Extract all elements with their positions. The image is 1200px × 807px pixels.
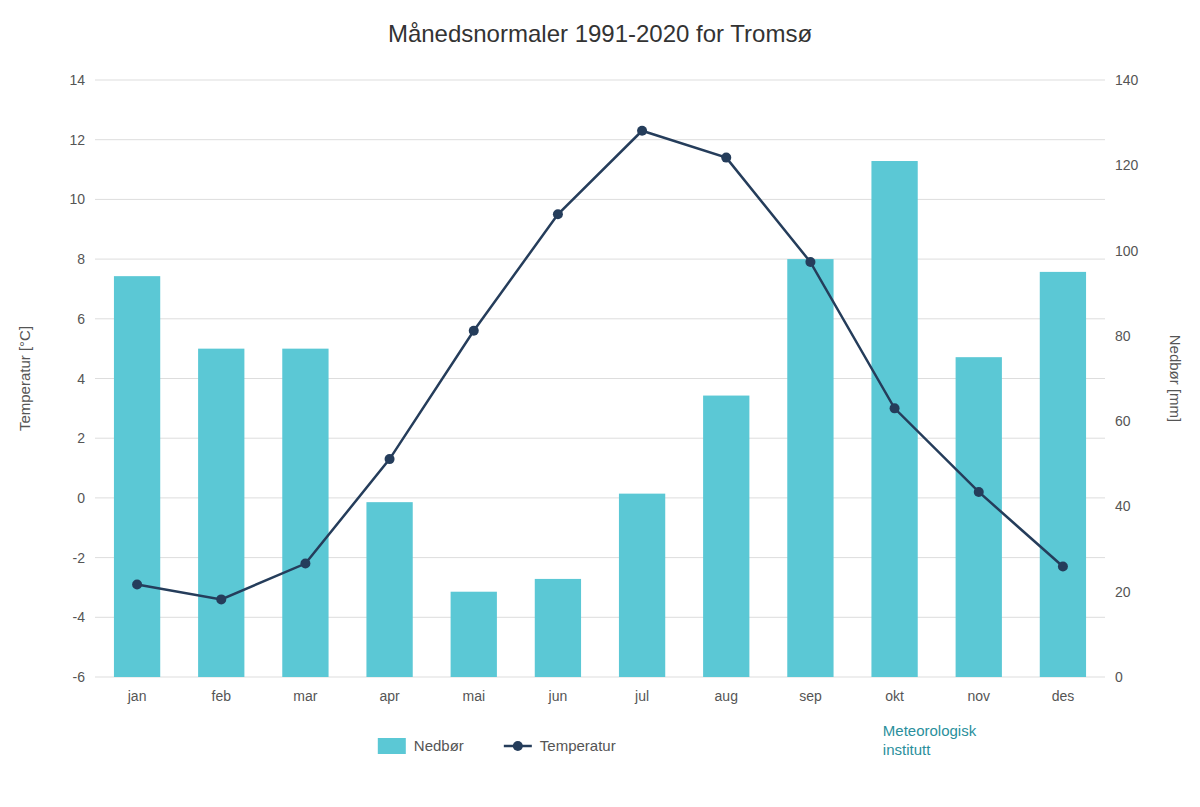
point (469, 326, 479, 336)
y2-tick-label: 80 (1115, 328, 1131, 344)
bar (114, 276, 160, 677)
y-axis-label: Temperatur [°C] (16, 326, 33, 431)
y-tick-label: 0 (77, 490, 85, 506)
point (805, 257, 815, 267)
legend-label: Nedbør (414, 737, 464, 754)
grid-line (95, 378, 1105, 379)
x-tick-label: jul (634, 688, 649, 704)
line (137, 131, 1063, 600)
grid-line (95, 677, 1105, 678)
point (637, 126, 647, 136)
point (216, 594, 226, 604)
point (385, 454, 395, 464)
y-tick-label: -2 (73, 550, 86, 566)
bar (703, 396, 749, 677)
point (974, 487, 984, 497)
y2-tick-label: 40 (1115, 498, 1131, 514)
grid-line (95, 438, 1105, 439)
grid-line (95, 318, 1105, 319)
legend-swatch (513, 741, 523, 751)
bar (366, 502, 412, 677)
grid-line (95, 557, 1105, 558)
point (553, 209, 563, 219)
x-tick-label: mar (293, 688, 317, 704)
x-tick-label: sep (799, 688, 822, 704)
x-tick-label: jan (127, 688, 147, 704)
y2-tick-label: 0 (1115, 669, 1123, 685)
point (300, 559, 310, 569)
y-tick-label: 2 (77, 430, 85, 446)
y-tick-label: 12 (69, 132, 85, 148)
grid-line (95, 617, 1105, 618)
bar (282, 349, 328, 677)
bar (956, 357, 1002, 677)
bar (198, 349, 244, 677)
grid-line (95, 139, 1105, 140)
grid-line (95, 80, 1105, 81)
y2-tick-label: 60 (1115, 413, 1131, 429)
chart: Månedsnormaler 1991-2020 for Tromsø -6 -4 -… (0, 0, 1200, 807)
y-tick-label: 4 (77, 371, 85, 387)
x-tick-label: okt (885, 688, 904, 704)
title: Månedsnormaler 1991-2020 for Tromsø (388, 20, 813, 47)
bar (871, 161, 917, 677)
plot-area (114, 126, 1086, 677)
bar (451, 592, 497, 677)
bar (787, 259, 833, 677)
grid-line (95, 259, 1105, 260)
y-tick-label: 10 (69, 191, 85, 207)
y-tick-label: 8 (77, 251, 85, 267)
y-tick-label: -4 (73, 609, 86, 625)
grid (95, 80, 1105, 677)
point (132, 579, 142, 589)
y2-tick-label: 120 (1115, 157, 1139, 173)
bar (535, 579, 581, 677)
grid-line (95, 497, 1105, 498)
x-tick-label: mai (462, 688, 485, 704)
point (721, 153, 731, 163)
y-tick-label: 14 (69, 72, 85, 88)
legend-label: Temperatur (540, 737, 616, 754)
point (890, 403, 900, 413)
annotation: Meteorologiskinstitutt (883, 722, 977, 758)
x-tick-label: nov (967, 688, 990, 704)
x-tick-label: aug (715, 688, 738, 704)
legend-swatch (378, 738, 406, 754)
y2-tick-label: 20 (1115, 584, 1131, 600)
point (1058, 562, 1068, 572)
x-tick-label: des (1052, 688, 1075, 704)
x-tick-label: feb (212, 688, 232, 704)
y2-axis-label: Nedbør [mm] (1167, 335, 1184, 423)
y-tick-label: 6 (77, 311, 85, 327)
y2-tick-label: 140 (1115, 72, 1139, 88)
legend: Nedbør Temperatur (378, 737, 616, 754)
bar (1040, 272, 1086, 677)
x-tick-label: apr (379, 688, 400, 704)
grid-line (95, 199, 1105, 200)
x-tick-label: jun (548, 688, 568, 704)
y-tick-label: -6 (73, 669, 86, 685)
bar (619, 494, 665, 677)
y2-tick-label: 100 (1115, 243, 1139, 259)
